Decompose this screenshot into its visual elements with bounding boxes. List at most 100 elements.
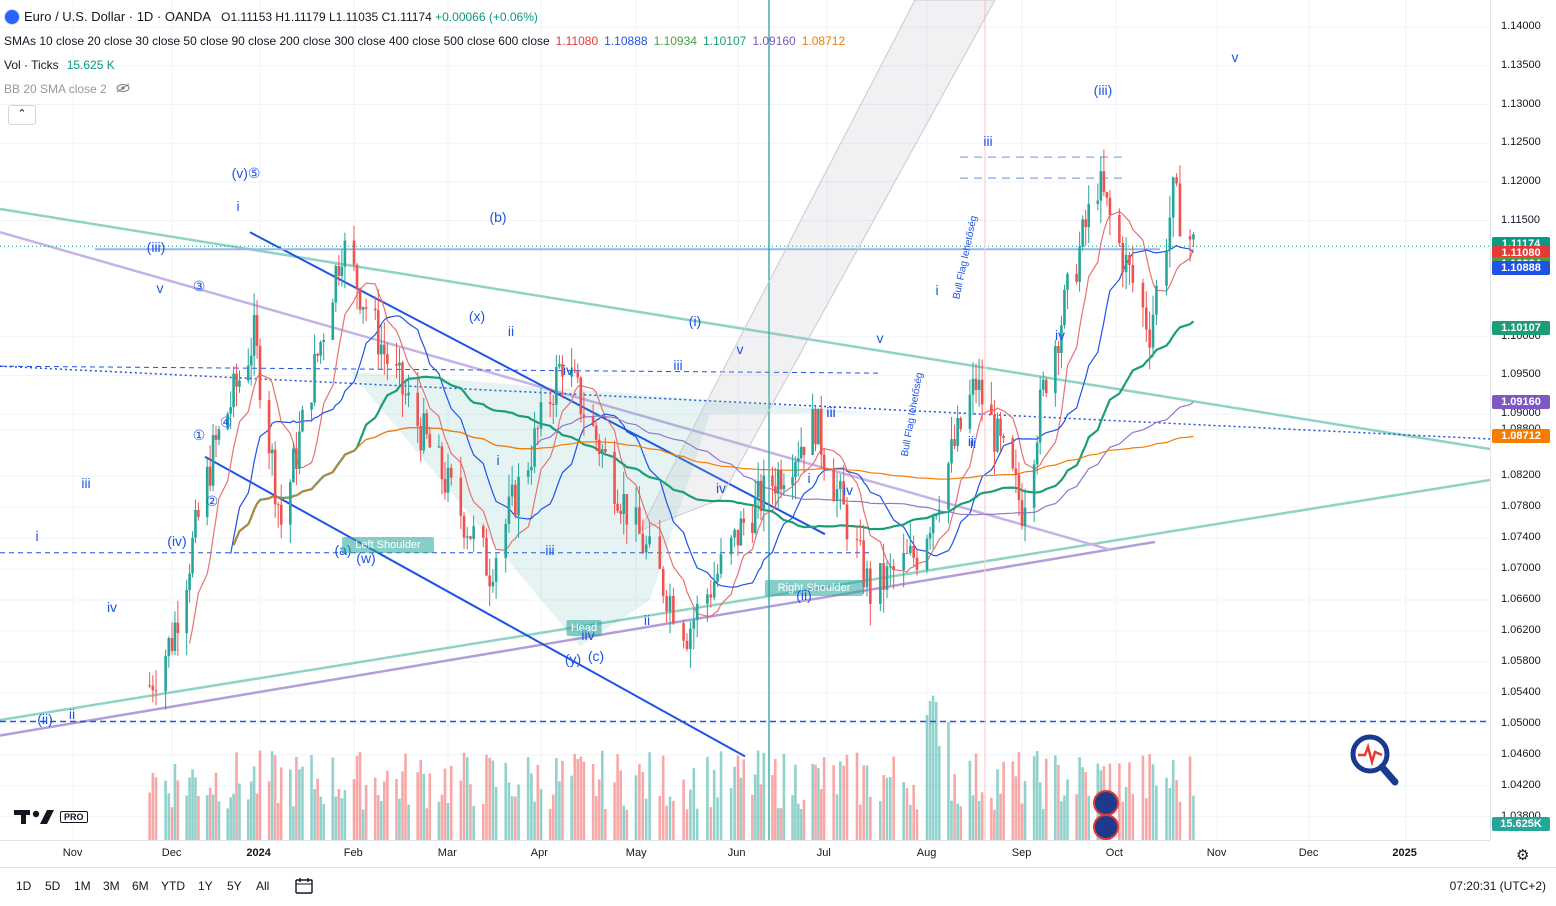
candle-body bbox=[555, 366, 558, 405]
moving-average-line bbox=[230, 244, 1194, 588]
parallel-channel-zone bbox=[638, 0, 996, 532]
timeframe-button[interactable]: All bbox=[256, 879, 270, 893]
candle-body bbox=[937, 509, 941, 515]
volume-bar bbox=[902, 782, 905, 840]
chart-pane[interactable]: (v)⑤ i (b) (iii) v ③ ① ④ ② (iv) iii i iv (ii) ii (x) ii i… bbox=[0, 0, 1490, 840]
volume-row[interactable]: Vol · Ticks 15.625 K bbox=[4, 53, 845, 77]
candle-body bbox=[889, 566, 892, 568]
candle-body bbox=[355, 264, 359, 290]
price-tag[interactable]: 1.09160 bbox=[1492, 394, 1550, 409]
candle-body bbox=[197, 509, 200, 518]
volume-bar bbox=[1141, 755, 1145, 840]
wave-label: i bbox=[807, 470, 810, 486]
price-tag[interactable]: 1.10888 bbox=[1492, 261, 1550, 276]
candle-body bbox=[419, 425, 423, 451]
price-tag[interactable]: 1.08712 bbox=[1492, 429, 1550, 444]
volume-bar bbox=[638, 763, 641, 840]
wave-label: (c) bbox=[588, 648, 604, 664]
volume-bar bbox=[859, 804, 862, 840]
candle-body bbox=[276, 504, 280, 506]
collapse-legend-button[interactable]: ⌃ bbox=[4, 101, 845, 125]
timeframe-button[interactable]: 1Y bbox=[198, 879, 213, 893]
volume-bar bbox=[771, 775, 774, 840]
wave-label: ii bbox=[968, 433, 974, 449]
candle-body bbox=[668, 595, 672, 612]
volume-bar bbox=[361, 809, 365, 840]
candle-body bbox=[1020, 500, 1024, 526]
volume-bar bbox=[668, 796, 672, 840]
candle-body bbox=[425, 413, 429, 435]
timeframe-button[interactable]: 1M bbox=[74, 879, 91, 893]
price-tick-label: 1.05400 bbox=[1501, 685, 1541, 698]
event-flag-us-icon[interactable] bbox=[1093, 814, 1119, 840]
eye-hidden-icon[interactable] bbox=[115, 77, 131, 101]
price-tag[interactable]: 15.625K bbox=[1492, 817, 1550, 831]
wave-label: iii bbox=[826, 404, 835, 420]
price-tag[interactable]: 1.11080 bbox=[1492, 246, 1550, 261]
candle-body bbox=[909, 545, 912, 554]
gear-icon[interactable]: ⚙ bbox=[1516, 847, 1530, 864]
sma-row[interactable]: SMAs 10 close 20 close 30 close 50 close… bbox=[4, 29, 845, 53]
price-tick-label: 1.05000 bbox=[1501, 716, 1541, 729]
candle-body bbox=[776, 470, 780, 494]
candle-body bbox=[774, 486, 777, 494]
volume-bar bbox=[573, 753, 577, 840]
volume-bar bbox=[1084, 772, 1087, 840]
volume-bar bbox=[539, 789, 543, 840]
volume-bar bbox=[862, 765, 865, 840]
volume-bar bbox=[1131, 793, 1135, 840]
volume-bar bbox=[968, 760, 972, 840]
volume-bar bbox=[802, 799, 806, 840]
volume-bar bbox=[1002, 761, 1005, 840]
time-axis[interactable]: ⚙ Nov Dec 2024 Feb Mar Apr May Jun Jul Aug Sep Oct N… bbox=[0, 840, 1529, 867]
timeframe-button[interactable]: 1D bbox=[16, 879, 32, 893]
time-tick-label: Oct bbox=[1105, 847, 1123, 859]
head-shoulders-zone bbox=[350, 371, 870, 647]
candle-body bbox=[842, 481, 845, 505]
candle-body bbox=[1038, 389, 1042, 443]
calendar-range-icon[interactable] bbox=[294, 877, 314, 900]
candle-body bbox=[594, 425, 598, 440]
volume-bar bbox=[514, 796, 517, 840]
volume-bar bbox=[246, 799, 250, 840]
candle-body bbox=[616, 503, 619, 511]
time-tick-label: Aug bbox=[916, 847, 937, 859]
tradingview-logo[interactable]: PRO bbox=[14, 808, 88, 826]
timeframe-button[interactable]: 6M bbox=[132, 879, 149, 893]
symbol-row[interactable]: Euro / U.S. Dollar · 1D · OANDA O1.11153… bbox=[4, 5, 845, 29]
candle-body bbox=[211, 435, 215, 486]
volume-bar bbox=[1081, 767, 1084, 840]
clock-display[interactable]: 07:20:31 (UTC+2) bbox=[1449, 879, 1546, 893]
volume-bar bbox=[1020, 803, 1024, 840]
candle-body bbox=[1063, 289, 1066, 326]
candle-body bbox=[279, 504, 283, 525]
bb-row[interactable]: BB 20 SMA close 2 bbox=[4, 77, 845, 101]
event-flag-eu-icon[interactable] bbox=[1093, 790, 1119, 816]
volume-value: 15.625 K bbox=[66, 58, 115, 72]
candle-body bbox=[1060, 325, 1063, 354]
price-tag[interactable]: 1.10107 bbox=[1492, 321, 1550, 336]
volume-bar bbox=[882, 775, 885, 840]
candle-body bbox=[742, 518, 746, 523]
high-value: H1.11179 bbox=[275, 10, 326, 24]
symbol-title[interactable]: Euro / U.S. Dollar · 1D · OANDA bbox=[24, 9, 212, 24]
timeframe-button[interactable]: 3M bbox=[103, 879, 120, 893]
candle-body bbox=[1171, 177, 1175, 218]
candle-body bbox=[548, 402, 552, 404]
volume-bar bbox=[709, 807, 713, 840]
price-axis[interactable]: 1.14000 1.13500 1.13000 1.12500 1.12000 1.115… bbox=[1490, 0, 1556, 840]
volume-bar bbox=[188, 777, 191, 840]
timeframe-button[interactable]: YTD bbox=[161, 879, 185, 893]
wave-label: ② bbox=[206, 493, 219, 509]
wave-label: iii bbox=[826, 404, 835, 420]
candle-body bbox=[576, 371, 580, 378]
candle-body bbox=[570, 369, 573, 377]
timeframe-button[interactable]: 5D bbox=[45, 879, 61, 893]
volume-bar bbox=[689, 789, 692, 840]
volume-bar bbox=[536, 764, 540, 840]
timeframe-button[interactable]: 5Y bbox=[227, 879, 242, 893]
volume-bar bbox=[1168, 788, 1172, 840]
candle-body bbox=[782, 485, 786, 490]
price-tick-label: 1.04200 bbox=[1501, 778, 1541, 791]
